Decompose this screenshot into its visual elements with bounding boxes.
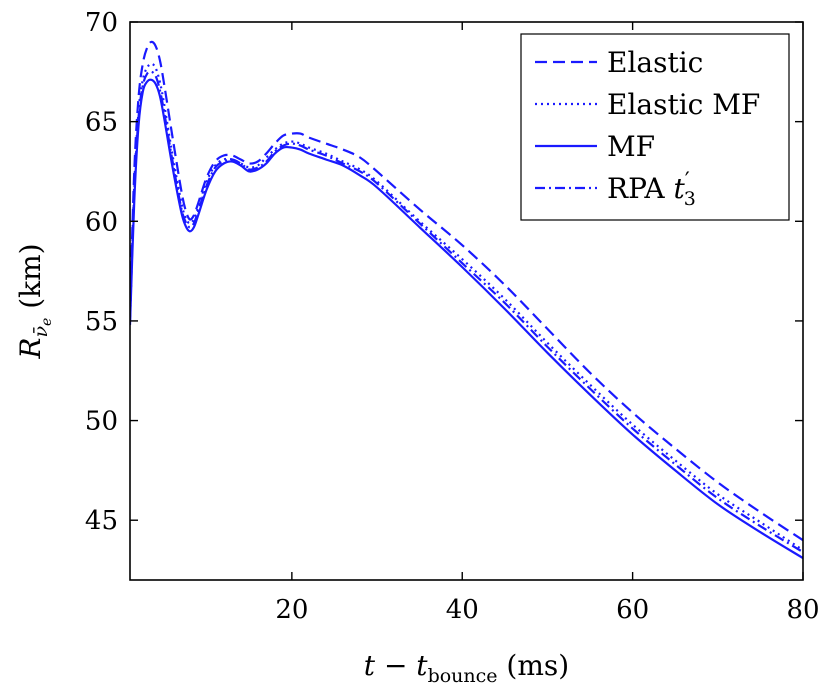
legend-label-3: MF (607, 130, 655, 163)
legend-label-1: Elastic (607, 46, 703, 79)
x-axis-label-main: t − t (364, 649, 429, 682)
series-layer (130, 40, 803, 560)
x-tick-label: 80 (786, 595, 819, 625)
y-tick-label: 45 (85, 506, 118, 536)
x-axis-label-sub: bounce (428, 665, 498, 687)
series-line-3 (130, 78, 803, 560)
y-tick-label: 60 (85, 207, 118, 237)
legend-box (520, 33, 790, 221)
y-tick-label: 70 (85, 8, 118, 38)
legend-label-2: Elastic MF (607, 88, 760, 121)
series-line-1 (130, 40, 803, 542)
y-tick-label: 55 (85, 307, 118, 337)
legend: Elastic Elastic MF MF RPA t′ 3 (520, 33, 790, 221)
x-tick-label: 60 (616, 595, 649, 625)
y-tick-label: 50 (85, 407, 118, 437)
y-axis-label-sub: ν̄ (30, 326, 52, 338)
y-axis-label-subsub: e (39, 318, 55, 326)
ticks-layer: 20 40 60 80 45 50 55 60 65 70 (85, 8, 820, 625)
legend-label-4: RPA t′ 3 (607, 169, 696, 210)
y-axis-label-main: R (14, 338, 47, 360)
x-axis-label: t − tbounce (ms) (364, 649, 569, 687)
axis-labels: t − tbounce (ms) Rν̄e (km) (14, 243, 569, 687)
x-tick-label: 20 (275, 595, 308, 625)
y-axis-label: Rν̄e (km) (14, 243, 55, 359)
y-axis-label-unit: (km) (14, 243, 47, 317)
series-line-4 (130, 70, 803, 554)
x-tick-label: 40 (446, 595, 479, 625)
y-tick-label: 65 (85, 108, 118, 138)
x-axis-label-unit: (ms) (498, 649, 570, 682)
plot-area-frame (129, 21, 804, 581)
